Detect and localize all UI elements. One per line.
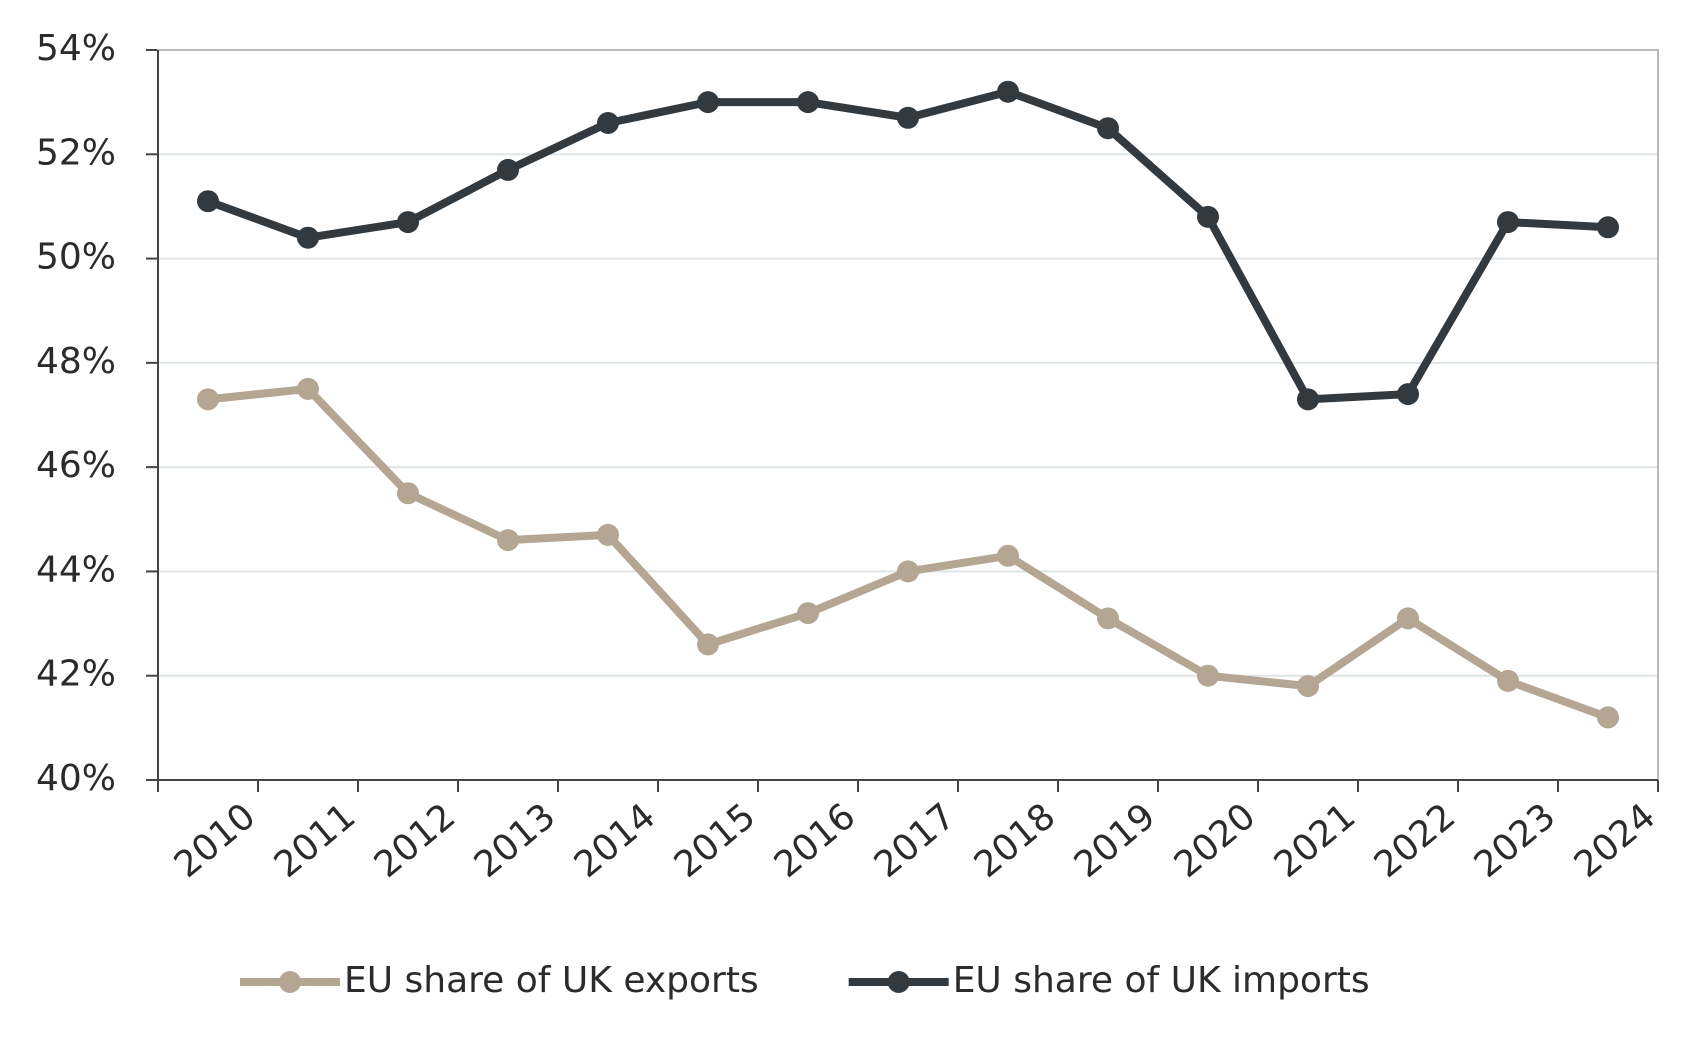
point — [397, 482, 419, 505]
legend-entry: EU share of UK imports — [848, 960, 1370, 1001]
x-tick-label: 2010 — [167, 796, 264, 886]
point — [797, 602, 819, 625]
point — [1397, 607, 1419, 630]
legend-label: EU share of UK imports — [953, 960, 1370, 1001]
point — [1097, 607, 1119, 630]
series-line — [206, 87, 1609, 404]
point — [197, 190, 219, 213]
x-tick-label: 2024 — [1567, 796, 1664, 886]
point — [997, 544, 1019, 567]
legend-label: EU share of UK exports — [344, 960, 759, 1001]
y-tick-label: 54% — [36, 28, 116, 69]
point — [1097, 117, 1119, 140]
x-tick-label: 2016 — [767, 796, 864, 886]
legend-marker — [887, 971, 910, 993]
x-tick-label: 2022 — [1367, 796, 1464, 886]
point — [597, 523, 619, 546]
point — [497, 529, 519, 552]
point — [1297, 388, 1319, 411]
point — [1197, 664, 1219, 687]
y-tick-label: 40% — [36, 758, 116, 799]
y-tick-label: 52% — [36, 132, 116, 173]
point — [497, 158, 519, 181]
x-tick-label: 2011 — [267, 796, 364, 886]
x-tick-label: 2013 — [467, 796, 564, 886]
x-tick-label: 2020 — [1167, 796, 1264, 886]
y-tick-label: 46% — [36, 445, 116, 486]
y-tick-label: 42% — [36, 654, 116, 695]
point — [297, 226, 319, 249]
legend-marker — [279, 971, 301, 993]
point — [1597, 706, 1619, 729]
x-tick-label: 2012 — [367, 796, 464, 886]
point — [397, 211, 419, 234]
point — [1197, 205, 1219, 228]
point — [697, 91, 719, 114]
legend-entry: EU share of UK exports — [240, 960, 759, 1001]
point — [797, 91, 819, 114]
x-tick-label: 2017 — [867, 796, 964, 886]
y-tick-label: 48% — [36, 341, 116, 382]
y-tick-label: 44% — [36, 549, 116, 590]
point — [897, 560, 919, 583]
x-tick-label: 2018 — [967, 796, 1064, 886]
point — [1597, 216, 1619, 239]
point — [197, 388, 219, 411]
x-tick-label: 2021 — [1267, 796, 1364, 886]
point — [697, 633, 719, 656]
point — [1397, 383, 1419, 406]
x-tick-label: 2023 — [1467, 796, 1564, 886]
point — [897, 106, 919, 129]
point — [997, 80, 1019, 103]
point — [297, 377, 319, 400]
x-tick-label: 2019 — [1067, 796, 1164, 886]
series-line — [207, 384, 1610, 722]
x-tick-label: 2014 — [567, 796, 664, 886]
y-tick-label: 50% — [36, 237, 116, 278]
point — [1497, 211, 1519, 234]
plot-frame — [157, 49, 1659, 781]
point — [1297, 675, 1319, 698]
x-tick-label: 2015 — [667, 796, 764, 886]
point — [597, 112, 619, 134]
point — [1497, 669, 1519, 692]
